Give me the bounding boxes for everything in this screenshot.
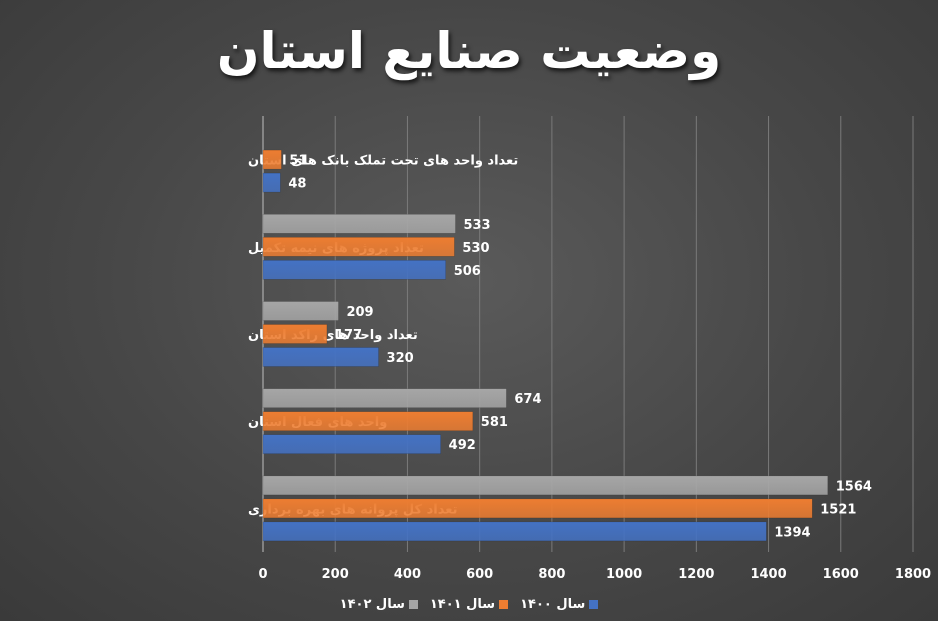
bar — [262, 324, 328, 344]
x-tick-label: 1400 — [750, 567, 786, 582]
data-label: 177 — [335, 328, 362, 343]
bar — [262, 388, 507, 408]
data-label: 1521 — [820, 502, 856, 517]
x-tick-label: 600 — [466, 567, 493, 582]
data-label: 51 — [289, 154, 307, 169]
legend-label: سال ۱۴۰۰ — [520, 597, 586, 612]
legend: سال ۱۴۰۰ سال ۱۴۰۱ سال ۱۴۰۲ — [0, 597, 938, 612]
bar — [262, 149, 282, 170]
chart-title: وضعیت صنایع استان — [216, 22, 722, 80]
data-label: 209 — [346, 305, 373, 320]
bar — [262, 411, 474, 431]
bar — [262, 475, 829, 496]
data-label: 506 — [454, 264, 481, 279]
x-tick-label: 1800 — [895, 567, 931, 582]
x-tick-label: 1200 — [678, 567, 714, 582]
data-label: 674 — [514, 392, 541, 407]
data-label: 48 — [288, 177, 306, 192]
legend-item: سال ۱۴۰۰ — [520, 597, 599, 612]
bar — [262, 498, 813, 519]
category-label: تعداد واحد های تحت تملک بانک های استان — [248, 154, 518, 169]
bar — [262, 214, 456, 234]
x-tick-label: 200 — [322, 567, 349, 582]
data-label: 320 — [387, 351, 414, 366]
x-tick-label: 1600 — [823, 567, 859, 582]
data-label: 1394 — [774, 525, 810, 540]
legend-label: سال ۱۴۰۲ — [339, 597, 405, 612]
bar — [262, 434, 441, 454]
bar — [262, 301, 339, 321]
legend-label: سال ۱۴۰۱ — [429, 597, 496, 612]
bar — [262, 172, 281, 193]
x-tick-label: 1000 — [606, 567, 642, 582]
bar — [262, 260, 446, 280]
legend-item: سال ۱۴۰۱ — [429, 597, 509, 612]
bar — [262, 237, 455, 257]
data-label: 530 — [462, 241, 489, 256]
legend-swatch — [589, 600, 599, 609]
data-label: 1564 — [836, 479, 872, 494]
legend-swatch — [408, 600, 418, 609]
bar — [262, 521, 767, 542]
x-tick-label: 800 — [538, 567, 565, 582]
legend-item: سال ۱۴۰۲ — [340, 597, 418, 612]
legend-swatch — [499, 600, 509, 609]
data-label: 492 — [449, 438, 476, 453]
x-tick-label: 400 — [394, 567, 421, 582]
data-label: 581 — [481, 415, 508, 430]
bar — [262, 347, 379, 367]
data-label: 533 — [463, 218, 490, 233]
x-tick-label: 0 — [258, 567, 267, 582]
